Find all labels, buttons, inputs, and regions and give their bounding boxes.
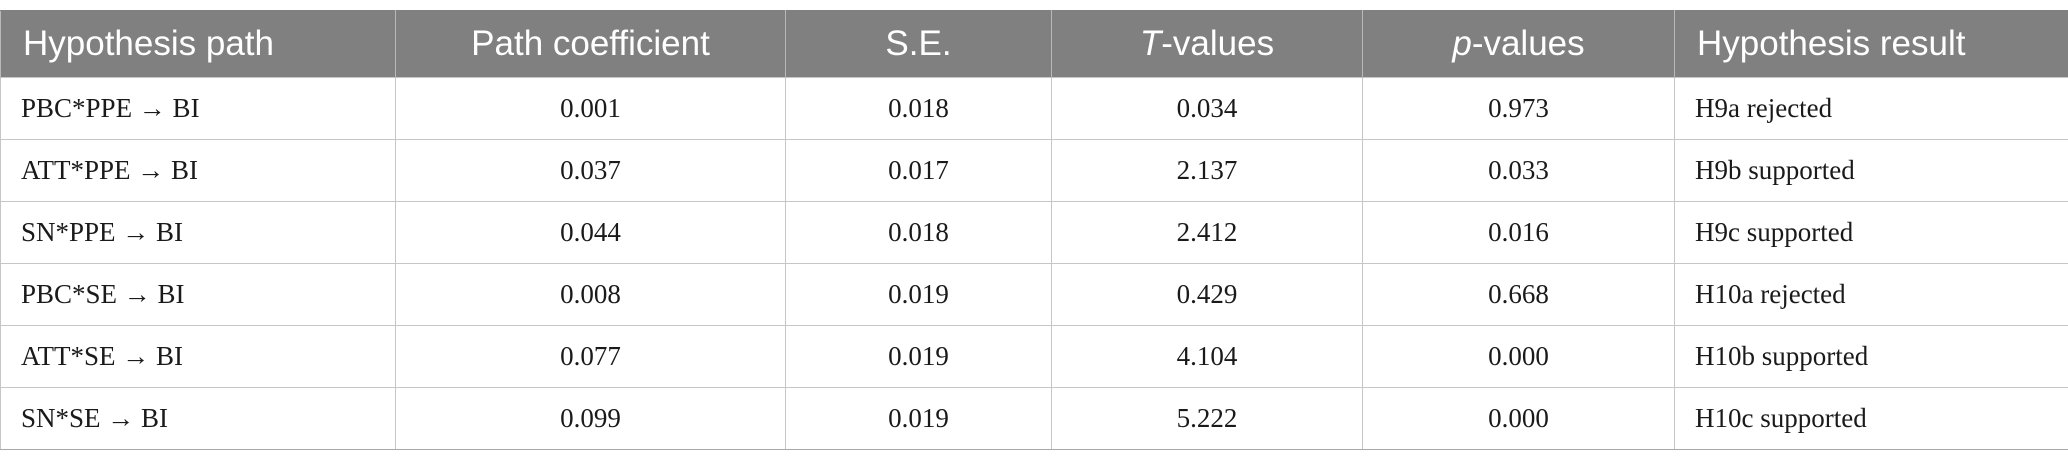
cell-hypothesis-path: SN*SE → BI [0, 387, 396, 450]
cell-hypothesis-path: SN*PPE → BI [0, 201, 396, 264]
cell-p-value: 0.016 [1362, 201, 1675, 264]
table-body: PBC*PPE → BI 0.001 0.018 0.034 0.973 H9a… [0, 77, 2068, 450]
cell-se: 0.017 [785, 139, 1052, 202]
cell-se: 0.018 [785, 201, 1052, 264]
header-hypothesis-path: Hypothesis path [0, 10, 396, 78]
header-t-suffix: -values [1161, 24, 1275, 63]
cell-hypothesis-result: H9b supported [1674, 139, 2068, 202]
cell-p-value: 0.000 [1362, 325, 1675, 388]
hypothesis-results-table-container: Hypothesis path Path coefficient S.E. T-… [0, 10, 2068, 450]
cell-hypothesis-result: H9c supported [1674, 201, 2068, 264]
cell-path-coefficient: 0.001 [395, 77, 786, 140]
cell-t-value: 2.412 [1051, 201, 1363, 264]
cell-path-coefficient: 0.099 [395, 387, 786, 450]
cell-hypothesis-path: ATT*SE → BI [0, 325, 396, 388]
header-se: S.E. [785, 10, 1052, 78]
cell-t-value: 0.034 [1051, 77, 1363, 140]
table-row: PBC*SE → BI 0.008 0.019 0.429 0.668 H10a… [0, 263, 2068, 326]
cell-se: 0.019 [785, 387, 1052, 450]
table-header: Hypothesis path Path coefficient S.E. T-… [0, 10, 2068, 78]
cell-p-value: 0.973 [1362, 77, 1675, 140]
cell-p-value: 0.000 [1362, 387, 1675, 450]
cell-path-coefficient: 0.077 [395, 325, 786, 388]
header-p-suffix: -values [1471, 24, 1585, 63]
cell-hypothesis-result: H10a rejected [1674, 263, 2068, 326]
cell-hypothesis-path: ATT*PPE → BI [0, 139, 396, 202]
cell-p-value: 0.033 [1362, 139, 1675, 202]
table-row: SN*PPE → BI 0.044 0.018 2.412 0.016 H9c … [0, 201, 2068, 264]
header-t-values: T-values [1051, 10, 1363, 78]
header-row: Hypothesis path Path coefficient S.E. T-… [0, 10, 2068, 78]
cell-t-value: 0.429 [1051, 263, 1363, 326]
hypothesis-results-table: Hypothesis path Path coefficient S.E. T-… [0, 10, 2068, 450]
cell-p-value: 0.668 [1362, 263, 1675, 326]
header-hypothesis-result: Hypothesis result [1674, 10, 2068, 78]
cell-path-coefficient: 0.044 [395, 201, 786, 264]
cell-hypothesis-result: H10c supported [1674, 387, 2068, 450]
header-p-values: p-values [1362, 10, 1675, 78]
table-row: PBC*PPE → BI 0.001 0.018 0.034 0.973 H9a… [0, 77, 2068, 140]
table-row: ATT*PPE → BI 0.037 0.017 2.137 0.033 H9b… [0, 139, 2068, 202]
cell-t-value: 4.104 [1051, 325, 1363, 388]
cell-hypothesis-result: H9a rejected [1674, 77, 2068, 140]
cell-t-value: 2.137 [1051, 139, 1363, 202]
table-row: ATT*SE → BI 0.077 0.019 4.104 0.000 H10b… [0, 325, 2068, 388]
cell-hypothesis-path: PBC*SE → BI [0, 263, 396, 326]
header-t-symbol: T [1139, 24, 1162, 63]
cell-hypothesis-result: H10b supported [1674, 325, 2068, 388]
header-path-coefficient: Path coefficient [395, 10, 786, 78]
cell-path-coefficient: 0.008 [395, 263, 786, 326]
header-p-symbol: p [1452, 24, 1472, 63]
cell-path-coefficient: 0.037 [395, 139, 786, 202]
cell-se: 0.018 [785, 77, 1052, 140]
cell-hypothesis-path: PBC*PPE → BI [0, 77, 396, 140]
cell-se: 0.019 [785, 263, 1052, 326]
table-row: SN*SE → BI 0.099 0.019 5.222 0.000 H10c … [0, 387, 2068, 450]
cell-se: 0.019 [785, 325, 1052, 388]
cell-t-value: 5.222 [1051, 387, 1363, 450]
